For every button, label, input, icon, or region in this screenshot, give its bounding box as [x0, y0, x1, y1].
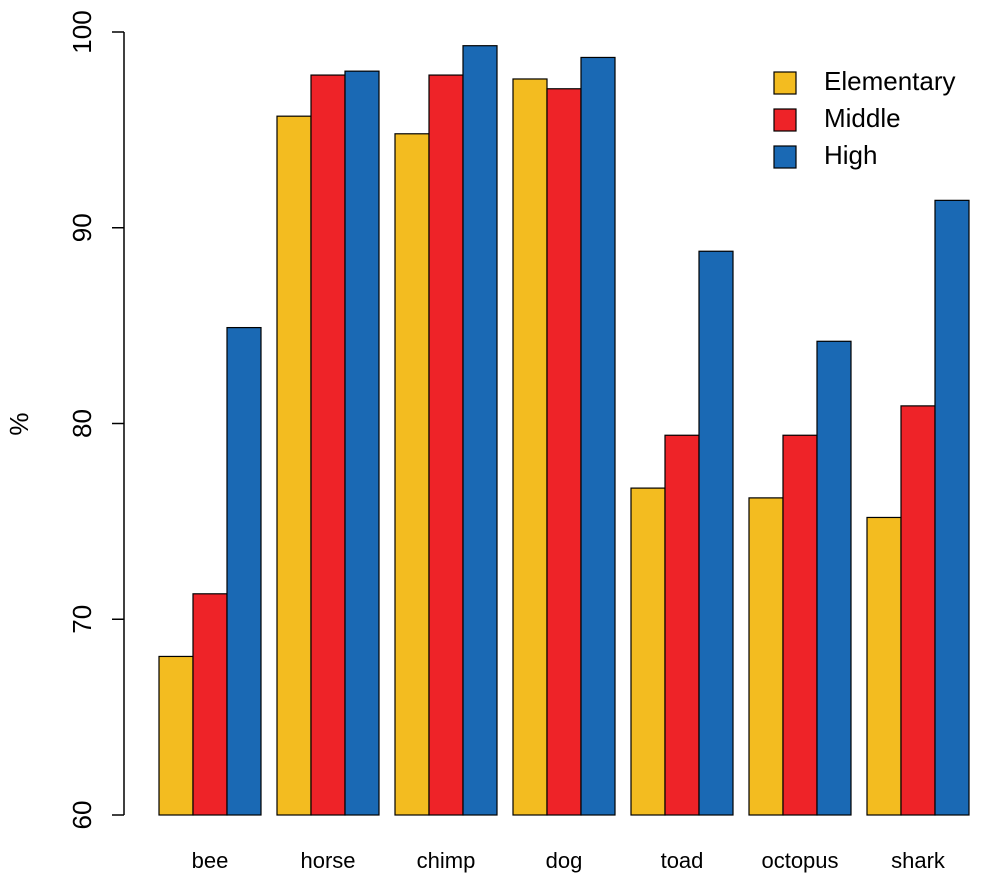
legend-label-high: High	[824, 140, 877, 170]
bar-shark-high	[934, 199, 970, 816]
bar-bee-high	[226, 326, 262, 816]
bar-dog-high	[580, 56, 616, 816]
legend-label-elementary: Elementary	[824, 66, 956, 96]
category-label-shark: shark	[891, 848, 946, 873]
bar-chimp-elementary	[394, 133, 430, 816]
y-tick-label: 70	[67, 605, 97, 634]
category-label-bee: bee	[192, 848, 229, 873]
legend-swatch-elementary	[773, 71, 797, 95]
bars	[158, 45, 970, 816]
bar-dog-middle	[546, 88, 582, 816]
legend-swatch-high	[773, 145, 797, 169]
category-label-horse: horse	[300, 848, 355, 873]
bar-bee-elementary	[158, 655, 194, 816]
bar-chimp-middle	[428, 74, 464, 816]
bar-horse-elementary	[276, 115, 312, 816]
bar-shark-elementary	[866, 516, 902, 816]
bar-dog-elementary	[512, 78, 548, 816]
bar-bee-middle	[192, 593, 228, 816]
bar-octopus-high	[816, 340, 852, 816]
category-label-dog: dog	[546, 848, 583, 873]
y-axis-label: %	[4, 412, 34, 435]
bar-toad-elementary	[630, 487, 666, 816]
y-axis: 60 70 80 90 100	[67, 10, 125, 830]
y-tick-label: 100	[67, 10, 97, 53]
legend-swatch-middle	[773, 108, 797, 132]
category-label-chimp: chimp	[417, 848, 476, 873]
bar-horse-high	[344, 70, 380, 816]
bar-octopus-elementary	[748, 497, 784, 816]
category-label-toad: toad	[661, 848, 704, 873]
bar-chimp-high	[462, 45, 498, 816]
legend-label-middle: Middle	[824, 103, 901, 133]
bar-toad-high	[698, 250, 734, 816]
y-tick-label: 80	[67, 409, 97, 438]
bar-horse-middle	[310, 74, 346, 816]
y-tick-label: 60	[67, 801, 97, 830]
legend: Elementary Middle High	[773, 66, 956, 170]
bar-shark-middle	[900, 405, 936, 816]
category-labels: bee horse chimp dog toad octopus shark	[192, 848, 946, 873]
bar-octopus-middle	[782, 434, 818, 816]
category-label-octopus: octopus	[761, 848, 838, 873]
y-tick-label: 90	[67, 213, 97, 242]
bar-toad-middle	[664, 434, 700, 816]
